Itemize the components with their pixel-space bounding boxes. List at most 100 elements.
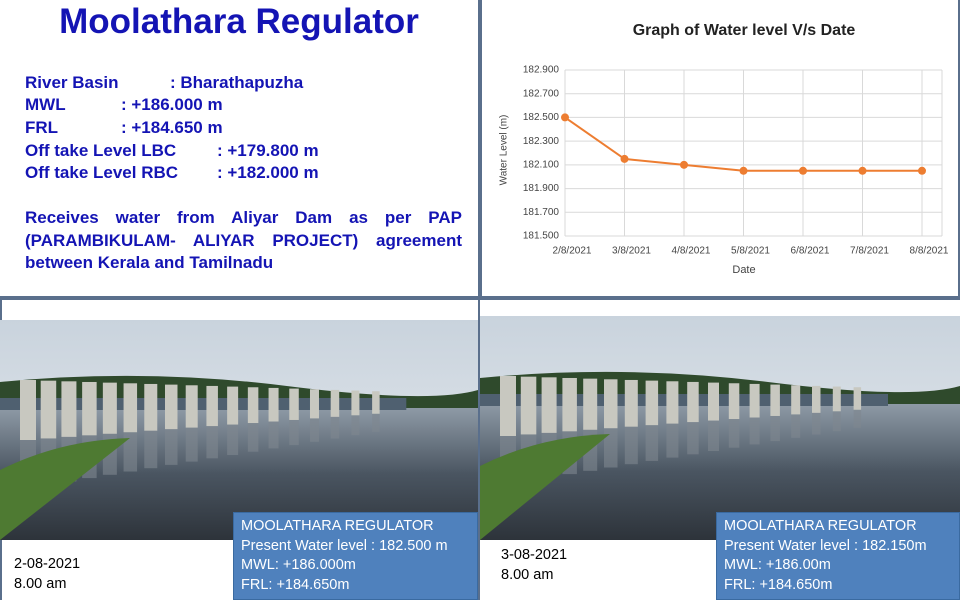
row-label: Off take Level LBC [25,141,177,160]
photo-part [144,383,158,431]
photo [0,320,478,540]
data-point [918,166,926,175]
photo-part [0,438,130,540]
photo-part [728,419,740,448]
photo-part [309,389,319,419]
photo-part [749,417,760,445]
photo-part [812,412,821,435]
photo-part [666,381,679,424]
photo-part [624,426,638,465]
photo-part [562,377,577,432]
x-tick-label: 4/8/2021 [672,246,711,257]
photo-part [500,376,516,436]
date: 3-08-2021 [501,547,568,563]
photo-part [351,415,360,436]
divider [478,0,480,600]
photo-part [770,415,780,442]
photo-part [520,376,537,435]
photo-part [185,427,198,462]
y-axis-label: Water Level (m) [499,115,510,186]
photo-part [123,383,138,433]
photo-part [164,384,178,430]
caption-line: Present Water level : 182.500 m [241,537,448,554]
row-label: Off take Level RBC [25,163,179,182]
caption-line: MOOLATHARA REGULATOR [724,518,917,534]
photo-part [583,378,598,430]
photo-part [604,428,618,468]
photo-part [480,394,888,406]
photo-part [749,383,760,418]
row-label: River Basin [25,73,119,92]
photo-part [0,398,407,410]
photo [480,316,960,540]
photo-part [268,387,279,422]
photo-part [708,420,719,451]
caption-box: MOOLATHARA REGULATOR Present Water level … [716,512,960,600]
row-label: MWL [25,95,66,114]
caption-line: FRL: +184.650m [724,576,833,593]
caption-line: MOOLATHARA REGULATOR [241,518,434,534]
photo-part [687,381,699,423]
y-tick-label: 182.300 [523,136,560,147]
time: 8.00 am [501,567,554,583]
row-value: : +186.000 m [121,95,223,114]
photo-part [206,426,218,459]
caption-line: FRL: +184.650m [241,576,350,593]
x-tick-label: 8/8/2021 [910,246,949,257]
data-point [620,154,629,163]
photo-part [102,382,117,434]
y-tick-label: 181.700 [523,207,560,218]
photo-part [40,380,57,439]
photo-part [227,386,239,425]
photo-part [624,379,638,427]
photo-part [330,416,340,439]
photo-part [708,382,719,421]
photo-part [372,413,380,432]
photo-part [351,390,360,416]
y-tick-label: 182.900 [523,65,560,76]
y-tick-label: 181.500 [523,231,560,242]
chart-panel: Graph of Water level V/s Date Date Water… [480,0,960,298]
row-value: : +182.000 m [217,163,319,182]
photo-part [206,385,218,427]
photo-part [541,377,557,433]
divider [0,296,960,300]
photo-part [666,423,679,458]
caption-box: MOOLATHARA REGULATOR Present Water level … [233,512,478,600]
chart-title: Graph of Water level V/s Date [633,22,856,39]
page-title: Moolathara Regulator [59,2,419,41]
photo-part [604,379,618,429]
x-tick-label: 2/8/2021 [553,246,592,257]
y-tick-label: 182.500 [523,112,560,123]
y-tick-label: 181.900 [523,183,560,194]
data-point [858,166,867,175]
photo-part [289,419,299,446]
time: 8.00 am [14,576,67,592]
photo-part [687,422,699,455]
photo-part [853,387,862,410]
photo-part [853,409,862,428]
y-tick-label: 182.100 [523,159,560,170]
photo-part [770,384,780,416]
photo-part [289,388,299,420]
photo-part [247,423,259,452]
photo-part [832,386,841,412]
photo-part [330,389,340,417]
photo-part [791,414,801,438]
caption-line: MWL: +186.000m [241,557,356,573]
photo-part [227,424,239,455]
date: 2-08-2021 [14,556,81,572]
photo-part [164,429,178,465]
photo-date: 3-08-2021 8.00 am [501,545,567,585]
photo-part [247,387,259,424]
data-point [561,113,569,122]
photo-part [309,418,319,442]
x-axis-label: Date [732,264,755,276]
caption-line: Present Water level : 182.150m [724,537,927,554]
photo-part [480,434,610,540]
x-tick-label: 3/8/2021 [612,246,651,257]
row-label: FRL [25,118,59,137]
photo-part [144,430,158,469]
data-point [680,160,688,169]
